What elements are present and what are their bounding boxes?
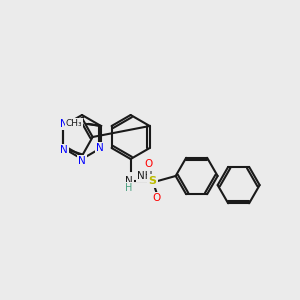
Text: O: O	[152, 193, 161, 203]
Text: S: S	[148, 176, 157, 186]
Text: N: N	[60, 145, 68, 155]
Text: CH₃: CH₃	[65, 118, 82, 127]
Text: O: O	[145, 159, 153, 169]
Text: NH: NH	[136, 171, 152, 181]
Text: N: N	[78, 156, 86, 166]
Text: N: N	[96, 143, 104, 153]
Text: H: H	[125, 183, 132, 193]
Text: N: N	[60, 119, 68, 129]
Text: N: N	[125, 176, 133, 186]
